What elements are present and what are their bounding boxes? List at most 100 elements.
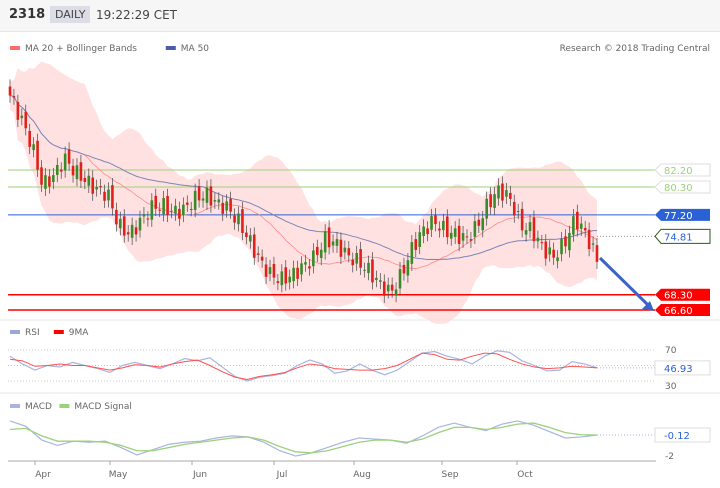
candle-body bbox=[122, 216, 126, 236]
candle-body bbox=[233, 215, 236, 223]
level-label: 80.30 bbox=[664, 183, 693, 194]
candle-body bbox=[288, 276, 292, 283]
candle-body bbox=[296, 267, 299, 279]
candle-body bbox=[461, 233, 465, 241]
x-tick-label: Aug bbox=[353, 470, 371, 480]
candle-body bbox=[473, 221, 477, 237]
candle-body bbox=[20, 115, 24, 119]
candle-body bbox=[280, 271, 284, 286]
candle-body bbox=[40, 167, 43, 185]
candle-body bbox=[410, 242, 414, 264]
candle-body bbox=[276, 281, 280, 283]
candle-body bbox=[252, 234, 256, 258]
level-label: 82.20 bbox=[664, 166, 693, 177]
candle-body bbox=[536, 237, 540, 242]
macd-tag bbox=[654, 427, 711, 443]
candle-body bbox=[560, 239, 563, 255]
candle-body bbox=[327, 227, 331, 248]
candle-body bbox=[126, 232, 130, 235]
candle-body bbox=[209, 186, 213, 206]
candle-body bbox=[540, 242, 544, 244]
candle-body bbox=[367, 262, 370, 274]
candle-body bbox=[414, 239, 418, 250]
candle-body bbox=[119, 218, 122, 229]
candle-body bbox=[260, 256, 264, 261]
candle-body bbox=[442, 220, 445, 231]
candle-body bbox=[505, 190, 508, 197]
candle-body bbox=[587, 229, 591, 250]
period-button[interactable]: DAILY bbox=[50, 6, 91, 23]
candle-body bbox=[532, 217, 536, 242]
candle-body bbox=[249, 235, 252, 242]
macd-legend-label: MACD bbox=[25, 402, 52, 412]
candle-body bbox=[8, 86, 12, 96]
candle-body bbox=[347, 248, 351, 256]
rsi-tick: 70 bbox=[665, 346, 677, 356]
candle-body bbox=[229, 198, 232, 212]
candle-body bbox=[430, 216, 433, 230]
x-tick-label: Sep bbox=[442, 470, 459, 480]
candle-body bbox=[174, 205, 177, 214]
candle-body bbox=[548, 247, 552, 255]
price-legend-label: MA 20 + Bollinger Bands bbox=[25, 44, 137, 54]
candle-body bbox=[331, 241, 335, 246]
x-tick-label: Oct bbox=[517, 470, 533, 480]
rsi-legend-swatch bbox=[53, 330, 64, 334]
candle-body bbox=[564, 236, 567, 247]
candle-body bbox=[284, 267, 288, 284]
candle-body bbox=[130, 224, 134, 238]
candle-body bbox=[394, 289, 398, 296]
candle-body bbox=[178, 208, 181, 219]
level-tag bbox=[655, 208, 710, 221]
candle-body bbox=[591, 243, 595, 245]
candle-body bbox=[83, 177, 87, 182]
candle-body bbox=[91, 177, 95, 194]
candle-body bbox=[375, 277, 378, 281]
candle-body bbox=[552, 249, 555, 258]
candle-body bbox=[516, 211, 520, 213]
candle-body bbox=[245, 232, 248, 238]
candle-body bbox=[406, 260, 410, 276]
candle-body bbox=[595, 245, 599, 262]
rsi-tick: 30 bbox=[665, 382, 677, 392]
candle-body bbox=[457, 225, 461, 245]
candle-body bbox=[28, 130, 31, 147]
candle-body bbox=[103, 191, 106, 201]
candle-body bbox=[237, 213, 240, 225]
level-tag bbox=[654, 163, 711, 177]
x-tick-label: Jun bbox=[192, 470, 207, 480]
candle-body bbox=[115, 209, 118, 225]
last-price-label: 74.81 bbox=[664, 232, 693, 243]
candle-body bbox=[138, 217, 142, 231]
rsi-line bbox=[9, 350, 598, 382]
candle-body bbox=[465, 236, 469, 238]
candle-body bbox=[386, 284, 390, 292]
candle-body bbox=[225, 201, 228, 211]
candle-body bbox=[579, 223, 583, 229]
candle-body bbox=[63, 153, 67, 171]
forecast-arrow-head bbox=[642, 301, 654, 311]
level-label: 68.30 bbox=[664, 291, 693, 302]
macd-legend-label: MACD Signal bbox=[74, 402, 131, 412]
candle-body bbox=[67, 149, 71, 164]
x-tick-label: Apr bbox=[35, 470, 51, 480]
x-tick-label: Jul bbox=[276, 470, 288, 480]
candle-body bbox=[390, 284, 394, 291]
candle-body bbox=[426, 228, 429, 235]
candle-body bbox=[379, 280, 382, 282]
macd-value: -0.12 bbox=[664, 431, 690, 442]
candle-body bbox=[142, 214, 146, 217]
level-label: 66.60 bbox=[664, 306, 693, 317]
candle-body bbox=[166, 196, 169, 215]
candle-body bbox=[489, 194, 492, 208]
candle-body bbox=[292, 267, 295, 282]
candle-body bbox=[583, 228, 587, 231]
candle-body bbox=[576, 211, 579, 230]
price-legend-swatch bbox=[10, 46, 20, 50]
candle-body bbox=[497, 185, 500, 199]
candle-body bbox=[371, 259, 374, 283]
candle-body bbox=[351, 259, 355, 266]
candle-body bbox=[99, 186, 102, 188]
candle-body bbox=[256, 253, 260, 255]
candle-body bbox=[315, 246, 319, 255]
